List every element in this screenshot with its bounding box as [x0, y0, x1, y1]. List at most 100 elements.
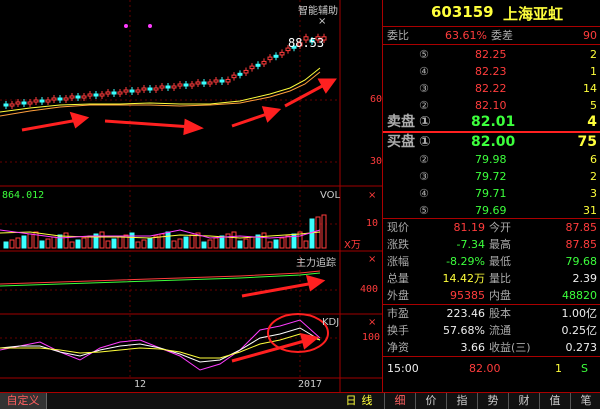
- volume-unit: X万: [344, 240, 361, 251]
- buy-volume: 6: [590, 153, 597, 166]
- tracker-close-icon[interactable]: ×: [368, 254, 377, 265]
- volume-bar: [249, 236, 255, 249]
- sell-order-row[interactable]: ④ 82.23 1: [383, 63, 600, 80]
- sell-order-row[interactable]: ② 82.10 5: [383, 97, 600, 114]
- candle-body: [183, 83, 189, 87]
- candle-body: [69, 95, 75, 99]
- fundamental-row-label-1: 市盈: [387, 307, 409, 320]
- volume-bar: [177, 238, 183, 249]
- buy-volume: 75: [577, 134, 597, 150]
- volume-bar: [15, 237, 21, 249]
- commission-diff-value: 90: [583, 29, 597, 42]
- tracker-title: 主力追踪: [296, 258, 336, 269]
- volume-bar: [3, 241, 9, 249]
- volume-bar: [309, 218, 315, 249]
- fundamental-row-label-1: 换手: [387, 324, 409, 337]
- candle-body: [57, 97, 63, 101]
- volume-bar: [255, 234, 261, 249]
- volume-bar: [279, 237, 285, 249]
- kline-candles: [3, 33, 327, 109]
- volume-bar: [123, 234, 129, 249]
- volume-bar: [159, 233, 165, 249]
- kdj-line-k: [0, 327, 321, 363]
- candle-body: [291, 45, 297, 49]
- buy-level: ④: [419, 187, 429, 200]
- sell-volume: 2: [590, 48, 597, 61]
- kdj-close-icon[interactable]: ×: [368, 317, 377, 328]
- quote-row-value-1: 95385: [450, 289, 485, 302]
- tick-price: 82.00: [469, 362, 501, 375]
- sell-price: 82.23: [475, 65, 507, 78]
- bottom-tab-0[interactable]: 细: [384, 393, 415, 409]
- tick-row[interactable]: 15:00 82.00 1 S: [383, 360, 600, 377]
- candle-body: [189, 83, 195, 87]
- volume-bar: [87, 235, 93, 249]
- volume-close-icon[interactable]: ×: [368, 190, 377, 201]
- quote-row-label-2: 量比: [489, 272, 511, 285]
- chart-canvas[interactable]: [0, 0, 382, 392]
- candle-body: [165, 85, 171, 89]
- close-icon[interactable]: ×: [318, 16, 327, 27]
- bottom-tab-6[interactable]: 笔: [570, 393, 600, 409]
- candle-body: [219, 79, 225, 83]
- volume-bar: [225, 233, 231, 249]
- buy-order-row[interactable]: ④ 79.71 3: [383, 185, 600, 202]
- quote-row-value-1: 14.42万: [442, 272, 486, 285]
- volume-axis-tick: 10: [366, 218, 379, 229]
- candle-body: [213, 79, 219, 83]
- sell-level: ③: [419, 82, 429, 95]
- buy-order-row[interactable]: 买盘 ① 82.00 75: [383, 134, 600, 151]
- candle-body: [267, 56, 273, 61]
- fundamental-row-label-2: 收益(三): [489, 341, 531, 354]
- candle-body: [87, 93, 93, 97]
- volume-bar: [183, 236, 189, 249]
- kline-axis-tick-60: 60: [370, 94, 383, 105]
- quote-row-label-1: 涨幅: [387, 255, 409, 268]
- quote-row-value-2: 2.39: [572, 272, 598, 285]
- period-tab-day[interactable]: 日: [345, 394, 357, 407]
- sell-volume: 4: [587, 114, 597, 130]
- bottom-tab-5[interactable]: 值: [539, 393, 570, 409]
- buy-level: ①: [419, 134, 431, 150]
- candle-body: [123, 89, 129, 93]
- sell-volume: 5: [590, 99, 597, 112]
- buy-order-row[interactable]: ⑤ 79.69 31: [383, 202, 600, 219]
- buy-order-row[interactable]: ② 79.98 6: [383, 151, 600, 168]
- candle-body: [225, 78, 231, 83]
- buy-price: 79.69: [475, 204, 507, 217]
- commission-diff-label: 委差: [491, 29, 513, 42]
- volume-bar: [303, 240, 309, 249]
- bottom-tab-3[interactable]: 势: [477, 393, 508, 409]
- candle-body: [315, 36, 321, 41]
- stock-code: 603159: [431, 3, 494, 21]
- quote-row-value-1: 81.19: [453, 221, 486, 234]
- volume-bar: [39, 240, 45, 249]
- bottom-tab-2[interactable]: 指: [446, 393, 477, 409]
- quote-row-value-1: -8.29%: [446, 255, 485, 268]
- chart-area[interactable]: 智能辅助 × 88.53 60 30 864.012 VOL × 10 X万 主…: [0, 0, 382, 392]
- candle-body: [3, 103, 9, 107]
- sell-order-row[interactable]: 卖盘 ① 82.01 4: [383, 114, 600, 131]
- bottom-tab-1[interactable]: 价: [415, 393, 446, 409]
- volume-bars: [3, 214, 327, 249]
- sell-order-row[interactable]: ⑤ 82.25 2: [383, 46, 600, 63]
- fundamental-row-value-2: 0.273: [565, 341, 598, 354]
- buy-label: 买盘: [387, 134, 415, 150]
- candle-body: [51, 97, 57, 101]
- fundamental-row-value-2: 1.00亿: [561, 307, 598, 320]
- sell-order-row[interactable]: ③ 82.22 14: [383, 80, 600, 97]
- bottom-tab-4[interactable]: 财: [508, 393, 539, 409]
- volume-bar: [171, 240, 177, 249]
- fundamental-row: 换手 57.68% 流通 0.25亿: [383, 322, 600, 339]
- volume-bar: [141, 239, 147, 249]
- sell-price: 82.10: [475, 99, 507, 112]
- buy-price: 79.72: [475, 170, 507, 183]
- buy-order-row[interactable]: ③ 79.72 2: [383, 168, 600, 185]
- quote-row: 总量 14.42万 量比 2.39: [383, 270, 600, 287]
- commission-ratio-value: 63.61%: [445, 29, 487, 42]
- x-label-12: 12: [134, 379, 147, 390]
- period-tab-line[interactable]: 线: [361, 394, 373, 407]
- candle-body: [81, 95, 87, 99]
- volume-bar: [153, 235, 159, 249]
- custom-tab[interactable]: 自定义: [0, 393, 47, 409]
